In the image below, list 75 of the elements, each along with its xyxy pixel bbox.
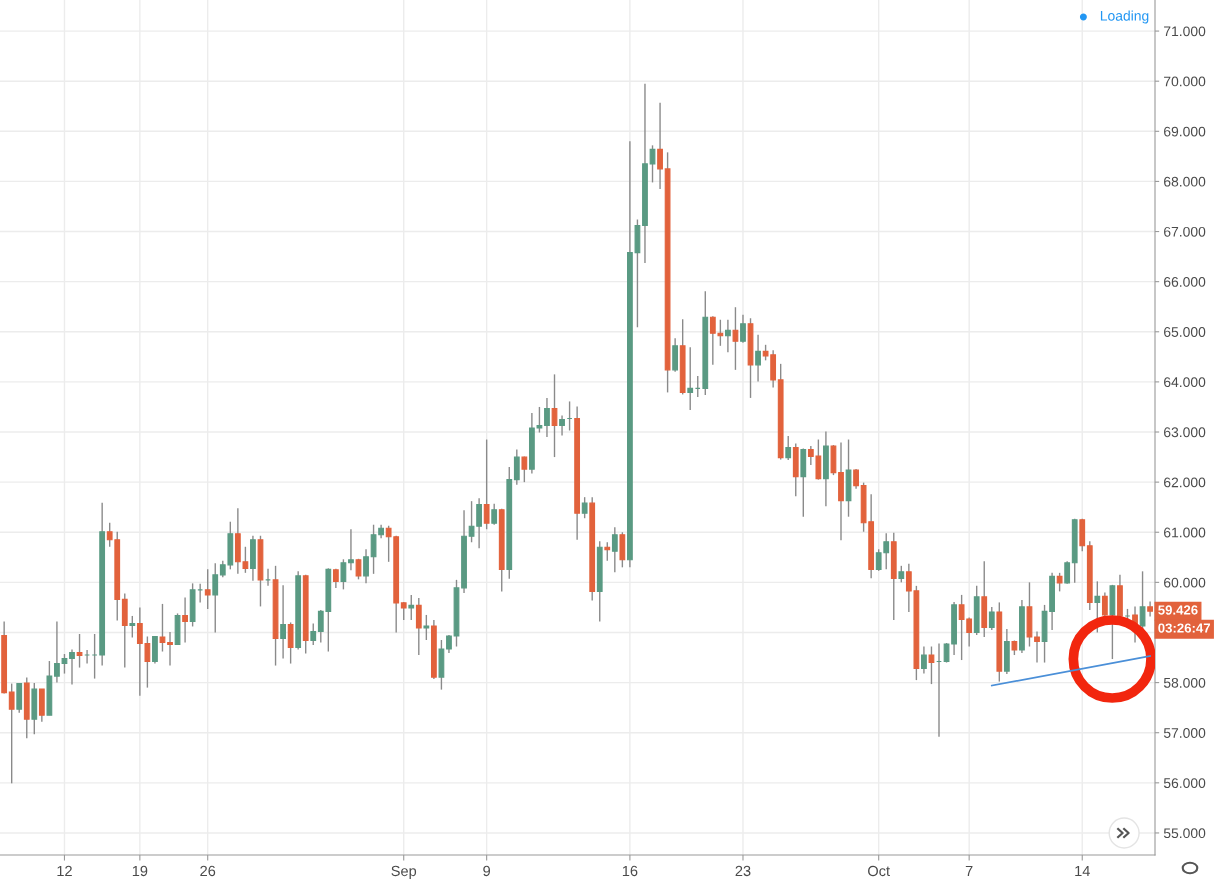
candlestick (167, 631, 173, 667)
y-tick-label: 57.000 (1163, 728, 1206, 738)
candlestick (921, 645, 927, 675)
x-tick-label: 23 (735, 865, 751, 877)
y-tick-label: 64.000 (1164, 377, 1206, 388)
candlestick (363, 548, 369, 585)
candlestick (687, 346, 694, 411)
x-tick-label: 12 (57, 865, 72, 876)
candlestick (604, 541, 611, 562)
candlestick (287, 621, 294, 665)
y-tick-label: 60.000 (1164, 577, 1206, 588)
candlestick (740, 314, 746, 344)
candlestick (928, 645, 935, 685)
candlestick (1034, 630, 1040, 664)
candlestick (212, 562, 219, 634)
candlestick (1101, 591, 1108, 617)
candlestick (755, 334, 761, 383)
candlestick (521, 455, 528, 483)
candlestick (340, 558, 347, 591)
candlestick (988, 606, 995, 631)
candlestick (1139, 570, 1146, 631)
x-tick-label: 14 (1075, 865, 1090, 876)
x-tick-label: 7 (965, 865, 973, 876)
candlestick (1064, 560, 1071, 585)
candlestick (853, 468, 859, 490)
text: 03:26:47 (1158, 623, 1211, 633)
candlestick (280, 584, 286, 660)
x-tick-label: 16 (622, 865, 638, 877)
candlestick (725, 319, 731, 354)
candlestick (408, 594, 415, 621)
candlestick (69, 648, 75, 686)
candlestick (415, 597, 422, 656)
candlestick (8, 682, 15, 785)
candlestick (657, 102, 663, 190)
y-tick-label: 55.000 (1163, 828, 1206, 839)
candlestick (785, 435, 792, 461)
x-tick-label: Oct (868, 865, 890, 877)
y-tick-label: 58.000 (1163, 677, 1206, 688)
candlestick (91, 633, 98, 680)
candlestick (197, 583, 204, 604)
y-tick-label: 69.000 (1164, 126, 1206, 137)
candlestick (649, 144, 656, 184)
candlestick (204, 568, 211, 610)
y-tick-label: 65.000 (1164, 327, 1206, 337)
candlestick (76, 633, 83, 669)
x-tick-label: 9 (483, 865, 491, 877)
candlestick (483, 438, 490, 530)
candlestick (491, 502, 498, 526)
annotation: Loading (1100, 10, 1149, 24)
candlestick (1056, 572, 1063, 593)
candlestick (129, 615, 136, 639)
y-tick-label: 71.000 (1164, 26, 1206, 37)
candlestick (611, 526, 618, 574)
candlestick (544, 397, 550, 438)
y-tick-label: 67.000 (1164, 226, 1206, 237)
candlestick (513, 448, 520, 486)
y-tick-label: 62.000 (1164, 477, 1206, 488)
candlestick (732, 306, 739, 371)
text: 59.426 (1158, 605, 1198, 615)
x-tick-label: 19 (132, 865, 148, 877)
candlestick (581, 496, 588, 519)
candlestick (159, 603, 166, 653)
y-tick-label: 61.000 (1164, 527, 1206, 538)
y-tick-label: 66.000 (1164, 276, 1206, 287)
candlestick (310, 622, 317, 646)
y-tick-label: 63.000 (1164, 427, 1206, 438)
x-tick-label: 26 (200, 865, 216, 877)
x-tick-label: Sep (391, 865, 417, 880)
candlestick (559, 414, 565, 437)
candlestick (348, 528, 354, 572)
y-tick-label: 70.000 (1164, 76, 1206, 87)
candlestick (182, 596, 188, 644)
candlestick (423, 614, 430, 641)
y-tick-label: 68.000 (1164, 176, 1206, 187)
y-tick-label: 56.000 (1163, 778, 1206, 788)
